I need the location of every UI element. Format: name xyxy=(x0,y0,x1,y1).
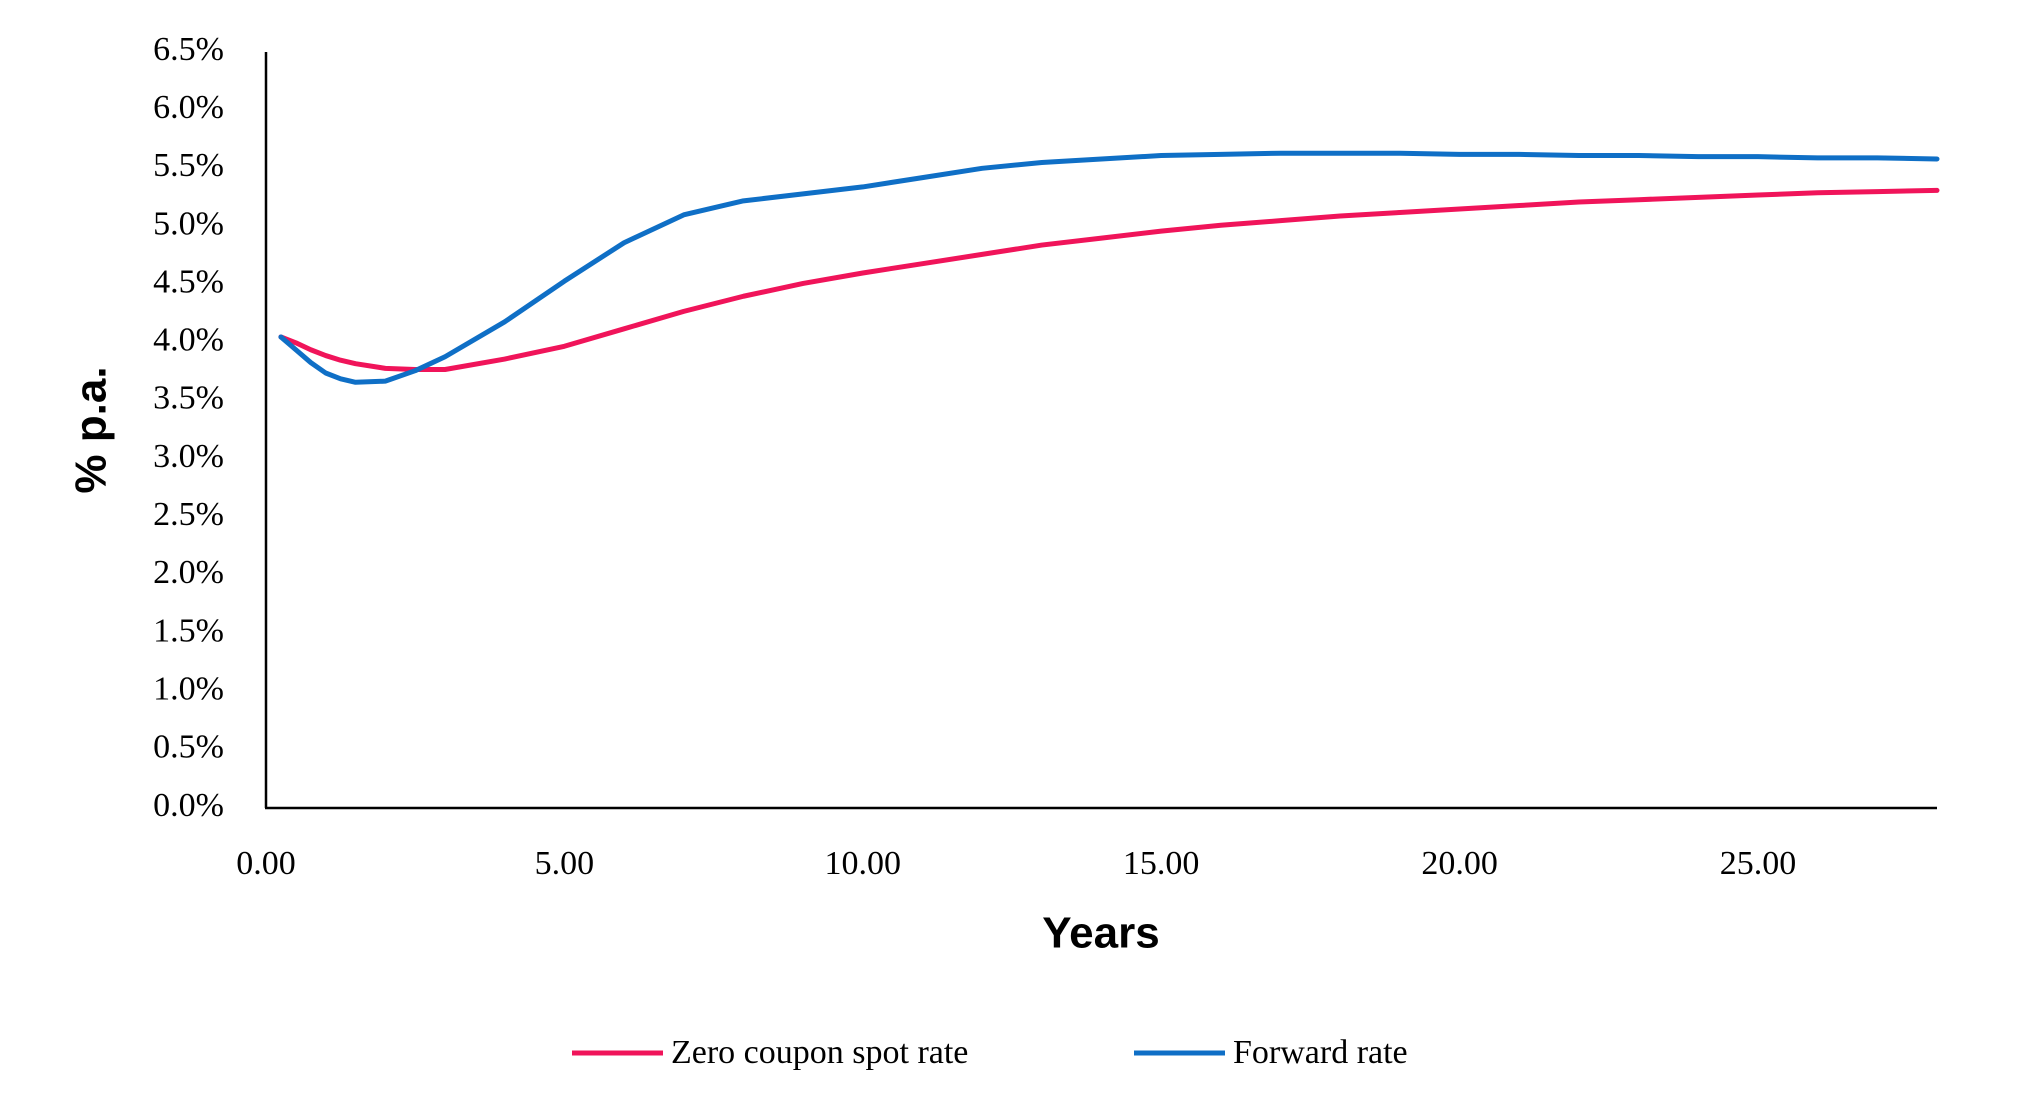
x-tick-label: 0.00 xyxy=(236,845,296,882)
y-tick-label: 6.5% xyxy=(153,31,224,68)
series-line xyxy=(278,187,1940,373)
y-tick-label: 3.5% xyxy=(153,380,224,417)
x-axis-title: Years xyxy=(1042,909,1159,958)
y-tick-label: 4.5% xyxy=(153,263,224,300)
y-tick-label: 1.0% xyxy=(153,670,224,707)
x-tick-label: 15.00 xyxy=(1123,845,1200,882)
legend-label: Zero coupon spot rate xyxy=(671,1034,968,1071)
y-tick-label: 2.0% xyxy=(153,554,224,591)
y-tick-label: 2.5% xyxy=(153,496,224,533)
x-tick-label: 20.00 xyxy=(1421,845,1498,882)
x-tick-label: 5.00 xyxy=(535,845,595,882)
x-tick-label: 25.00 xyxy=(1720,845,1797,882)
y-tick-label: 1.5% xyxy=(153,612,224,649)
x-tick-label: 10.00 xyxy=(825,845,902,882)
y-tick-label: 6.0% xyxy=(153,89,224,126)
legend-label: Forward rate xyxy=(1233,1034,1408,1071)
y-tick-label: 4.0% xyxy=(153,322,224,359)
y-tick-label: 5.0% xyxy=(153,205,224,242)
y-axis-title: % p.a. xyxy=(67,366,116,493)
y-tick-label: 0.5% xyxy=(153,729,224,766)
series-line xyxy=(278,150,1940,385)
y-tick-label: 0.0% xyxy=(153,787,224,824)
y-tick-label: 5.5% xyxy=(153,147,224,184)
y-tick-label: 3.0% xyxy=(153,438,224,475)
